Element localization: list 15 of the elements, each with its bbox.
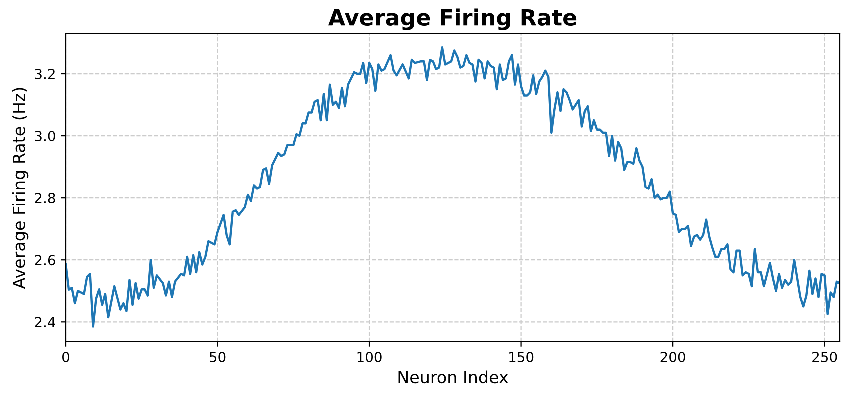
y-tick-label: 2.8	[35, 193, 56, 204]
x-tick-label: 200	[660, 352, 686, 362]
x-tick-label: 150	[510, 352, 534, 362]
x-tick-label: 50	[210, 352, 226, 362]
chart-title: Average Firing Rate	[328, 8, 577, 30]
y-tick-label: 3.0	[35, 131, 56, 142]
x-axis-title: Neuron Index	[398, 370, 508, 384]
x-tick-label: 100	[358, 352, 382, 362]
y-tick-label: 3.2	[35, 68, 55, 80]
y-axis-title: Average Firing Rate (Hz)	[12, 88, 29, 290]
x-tick-label: 0	[62, 352, 70, 362]
x-tick-label: 250	[812, 352, 838, 362]
y-tick-label: 2.4	[35, 317, 56, 328]
y-tick-label: 2.6	[35, 255, 56, 266]
line-series	[66, 46, 840, 328]
